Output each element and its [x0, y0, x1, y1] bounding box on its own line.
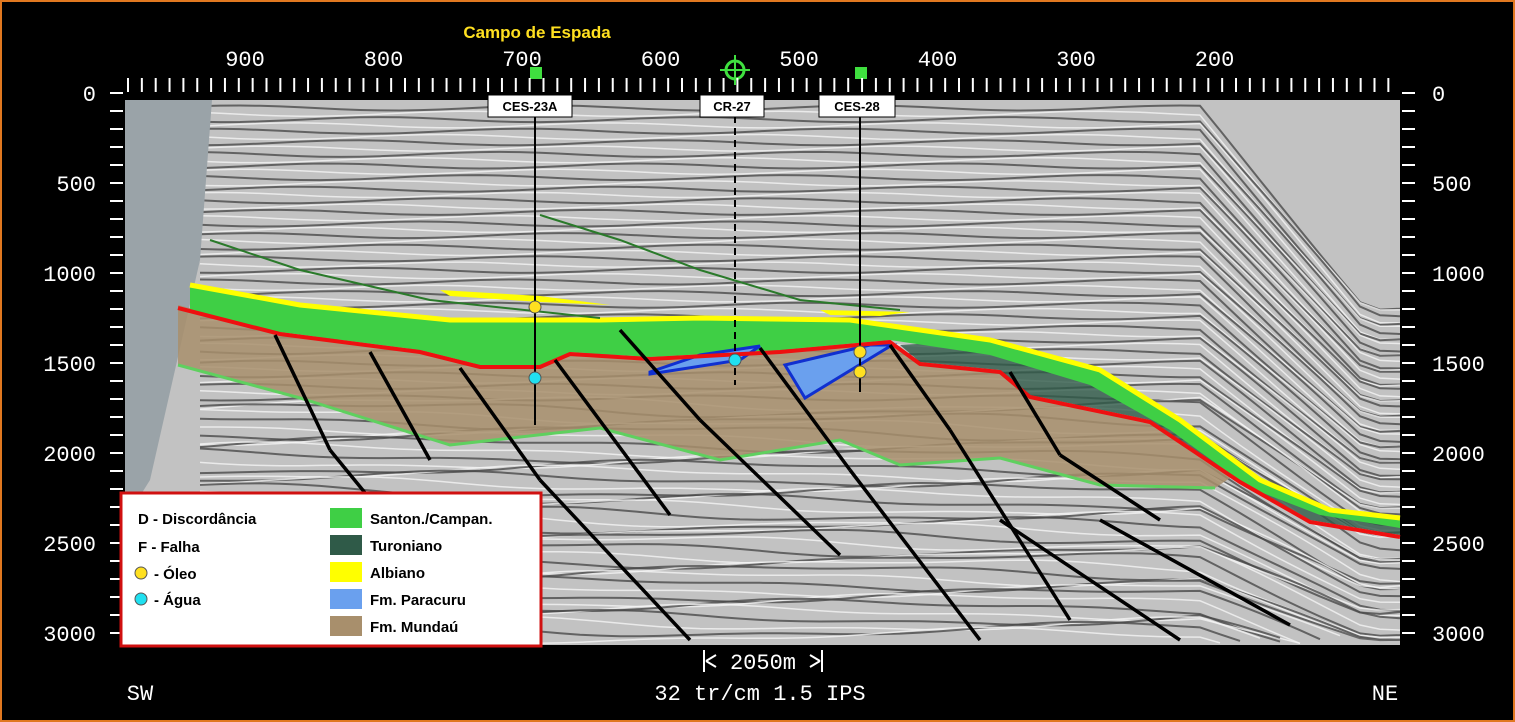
y-tick-label: 1500: [1432, 353, 1485, 378]
legend-swatch: [330, 616, 362, 636]
well-label: CES-28: [834, 99, 880, 114]
y-tick-label: 500: [1432, 173, 1472, 198]
seismic-section: CES-23A CR-27 CES-28 Campo de Espada 900…: [0, 0, 1515, 722]
top-tick-label: 500: [779, 48, 819, 73]
top-tick-label: 800: [364, 48, 404, 73]
legend-text: D - Discordância: [138, 511, 257, 528]
legend-swatch: [330, 562, 362, 582]
oil-marker: [854, 346, 866, 358]
legend-text: Santon./Campan.: [370, 511, 493, 528]
legend-text: Fm. Paracuru: [370, 592, 466, 609]
well-label: CES-23A: [503, 99, 559, 114]
y-tick-label: 3000: [1432, 623, 1485, 648]
water-marker: [729, 354, 741, 366]
legend-text: - Óleo: [154, 565, 197, 583]
y-tick-label: 500: [56, 173, 96, 198]
y-tick-label: 0: [83, 83, 96, 108]
top-tick-label: 200: [1195, 48, 1235, 73]
y-tick-label: 1000: [1432, 263, 1485, 288]
oil-marker: [529, 301, 541, 313]
well-symbol: [855, 67, 867, 79]
footer-center: 32 tr/cm 1.5 IPS: [654, 682, 865, 707]
legend-swatch: [330, 508, 362, 528]
legend-oil: [135, 567, 147, 579]
legend-text: Fm. Mundaú: [370, 619, 458, 636]
y-tick-label: 2500: [43, 533, 96, 558]
y-tick-label: 0: [1432, 83, 1445, 108]
legend-text: F - Falha: [138, 539, 200, 556]
footer-right: NE: [1372, 682, 1398, 707]
legend-water: [135, 593, 147, 605]
y-tick-label: 2000: [43, 443, 96, 468]
water-marker: [529, 372, 541, 384]
footer-left: SW: [127, 682, 154, 707]
title: Campo de Espada: [463, 23, 611, 42]
y-tick-label: 2000: [1432, 443, 1485, 468]
top-tick-label: 600: [641, 48, 681, 73]
oil-marker: [854, 366, 866, 378]
y-tick-label: 2500: [1432, 533, 1485, 558]
scale-label: 2050m: [730, 651, 796, 676]
legend-text: Albiano: [370, 565, 425, 582]
y-tick-label: 1000: [43, 263, 96, 288]
legend-swatch: [330, 589, 362, 609]
top-tick-label: 900: [225, 48, 265, 73]
top-tick-label: 700: [502, 48, 542, 73]
legend-text: - Água: [154, 592, 201, 609]
well-label: CR-27: [713, 99, 751, 114]
top-tick-label: 300: [1056, 48, 1096, 73]
y-tick-label: 1500: [43, 353, 96, 378]
top-tick-label: 400: [918, 48, 958, 73]
y-tick-label: 3000: [43, 623, 96, 648]
legend-swatch: [330, 535, 362, 555]
legend-text: Turoniano: [370, 538, 442, 555]
